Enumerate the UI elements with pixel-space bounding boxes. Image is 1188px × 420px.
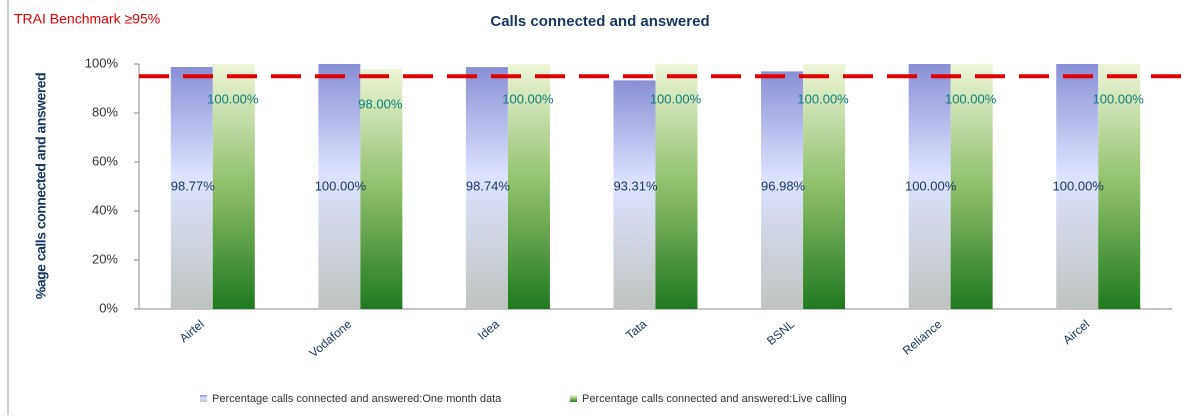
- bar: [950, 64, 993, 309]
- bar: [1056, 64, 1099, 309]
- bar: [908, 64, 951, 309]
- bar: [803, 64, 846, 309]
- data-label: 100.00%: [905, 178, 957, 193]
- bar: [1098, 64, 1141, 309]
- x-tick-label: Vodafone: [306, 317, 354, 361]
- x-tick-label: Idea: [475, 317, 502, 343]
- bar: [360, 68, 403, 310]
- y-tick-label: 40%: [92, 202, 118, 217]
- x-tick-label: Reliance: [900, 317, 945, 358]
- annotation: TRAI Benchmark ≥95%: [14, 11, 160, 27]
- data-label: 100.00%: [797, 91, 849, 106]
- bar: [507, 64, 550, 309]
- x-tick-label: Aircel: [1060, 317, 1092, 347]
- y-tick-label: 20%: [92, 251, 118, 266]
- data-label: 93.31%: [613, 178, 658, 193]
- bar: [761, 71, 804, 309]
- data-label: 100.00%: [650, 91, 702, 106]
- legend-label: Percentage calls connected and answered:…: [212, 393, 502, 405]
- x-tick-label: Airtel: [177, 317, 207, 345]
- data-label: 100.00%: [315, 178, 367, 193]
- data-label: 98.74%: [466, 178, 511, 193]
- data-label: 100.00%: [1053, 178, 1105, 193]
- x-tick-label: Tata: [623, 317, 650, 343]
- chart-title: Calls connected and answered: [490, 13, 709, 30]
- data-label: 100.00%: [207, 91, 259, 106]
- legend-label: Percentage calls connected and answered:…: [582, 393, 847, 405]
- bar: [318, 64, 361, 309]
- y-axis-label: %age calls connected and answered: [33, 73, 49, 299]
- legend-swatch: [200, 395, 207, 402]
- data-label: 96.98%: [761, 178, 806, 193]
- y-tick-label: 0%: [99, 300, 118, 315]
- data-label: 98.00%: [358, 96, 403, 111]
- bar: [212, 64, 255, 309]
- bar: [613, 80, 656, 309]
- bar: [170, 67, 213, 310]
- y-tick-label: 80%: [92, 104, 118, 119]
- x-tick-label: BSNL: [764, 317, 797, 348]
- data-label: 100.00%: [502, 91, 554, 106]
- legend-swatch: [570, 395, 577, 402]
- y-tick-label: 60%: [92, 153, 118, 168]
- data-label: 98.77%: [171, 178, 216, 193]
- y-tick-label: 100%: [85, 55, 119, 70]
- data-label: 100.00%: [945, 91, 997, 106]
- data-label: 100.00%: [1093, 91, 1145, 106]
- bar: [465, 67, 508, 309]
- bar: [655, 64, 698, 309]
